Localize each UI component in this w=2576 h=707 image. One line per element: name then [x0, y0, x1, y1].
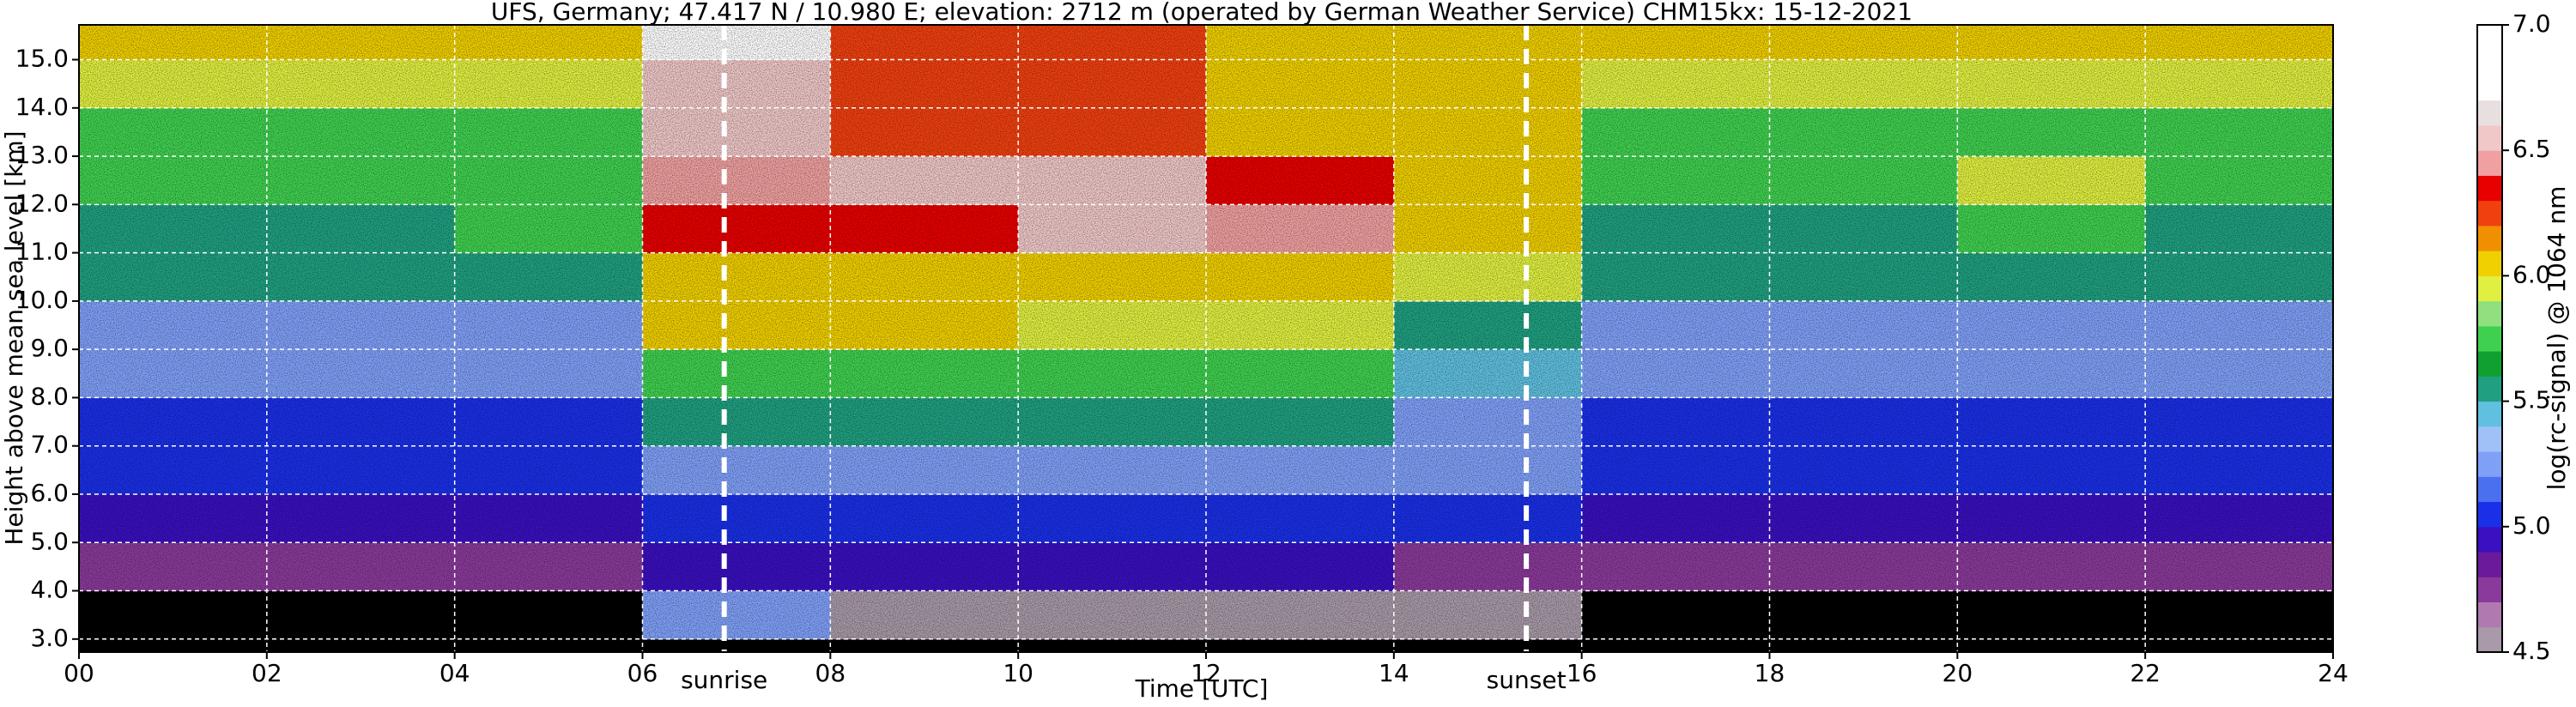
- y-tick-label: 4.0: [30, 576, 69, 604]
- y-tick-label: 14.0: [15, 93, 69, 121]
- colorbar-swatch: [2477, 300, 2502, 327]
- colorbar-swatch: [2477, 526, 2502, 553]
- colorbar-swatch: [2477, 50, 2502, 76]
- y-tick-label: 8.0: [30, 382, 69, 410]
- annotation-label: sunrise: [681, 666, 767, 694]
- colorbar-swatch: [2477, 225, 2502, 251]
- colorbar-swatch: [2477, 577, 2502, 603]
- colorbar-tick-label: 6.0: [2512, 260, 2551, 288]
- colorbar-swatch: [2477, 200, 2502, 227]
- colorbar-frame: [2476, 24, 2503, 653]
- y-tick-label: 13.0: [15, 141, 69, 169]
- plot-frame: [78, 24, 2334, 653]
- colorbar-swatch: [2477, 100, 2502, 126]
- y-tick-label: 5.0: [30, 527, 69, 555]
- y-tick-label: 9.0: [30, 334, 69, 362]
- colorbar-swatch: [2477, 25, 2502, 51]
- x-tick-label: 12: [1191, 659, 1221, 687]
- colorbar-swatch: [2477, 426, 2502, 452]
- colorbar-tick-label: 5.0: [2512, 511, 2551, 540]
- x-tick-label: 18: [1755, 659, 1785, 687]
- colorbar-swatch: [2477, 401, 2502, 427]
- colorbar-swatch: [2477, 626, 2502, 653]
- colorbar-tick-label: 7.0: [2512, 9, 2551, 38]
- x-tick-label: 02: [252, 659, 282, 687]
- y-tick-label: 15.0: [15, 45, 69, 73]
- chart-title: UFS, Germany; 47.417 N / 10.980 E; eleva…: [491, 0, 1912, 26]
- x-tick-label: 22: [2130, 659, 2161, 687]
- y-tick-label: 12.0: [15, 189, 69, 217]
- colorbar-tick-label: 6.5: [2512, 135, 2551, 163]
- colorbar-tick-label: 5.5: [2512, 386, 2551, 414]
- colorbar-swatch: [2477, 325, 2502, 352]
- colorbar-swatch: [2477, 351, 2502, 377]
- colorbar-tick-label: 4.5: [2512, 637, 2551, 665]
- annotation-label: sunset: [1487, 666, 1567, 694]
- x-tick-label: 14: [1379, 659, 1409, 687]
- colorbar-swatch: [2477, 451, 2502, 477]
- y-tick-label: 10.0: [15, 286, 69, 314]
- x-tick-label: 00: [64, 659, 94, 687]
- colorbar-swatch: [2477, 275, 2502, 302]
- colorbar-swatch: [2477, 150, 2502, 176]
- x-tick-label: 24: [2318, 659, 2349, 687]
- x-axis-label: Time [UTC]: [1135, 674, 1269, 703]
- colorbar-label: log(rc-signal) @ 1064 nm: [2543, 186, 2571, 491]
- y-tick-label: 6.0: [30, 479, 69, 507]
- colorbar-swatch: [2477, 75, 2502, 101]
- x-tick-label: 10: [1003, 659, 1033, 687]
- colorbar-swatch: [2477, 552, 2502, 577]
- y-tick-label: 7.0: [30, 431, 69, 459]
- colorbar-swatch: [2477, 251, 2502, 276]
- x-tick-label: 20: [1943, 659, 1973, 687]
- colorbar-swatch: [2477, 601, 2502, 628]
- colorbar-swatch: [2477, 376, 2502, 402]
- y-axis-label: Height above mean sea level [km]: [0, 130, 28, 545]
- colorbar-swatch: [2477, 175, 2502, 202]
- x-tick-label: 06: [627, 659, 658, 687]
- y-tick-label: 11.0: [15, 238, 69, 266]
- x-tick-label: 16: [1567, 659, 1597, 687]
- x-tick-label: 04: [439, 659, 470, 687]
- x-tick-label: 08: [815, 659, 846, 687]
- colorbar-swatch: [2477, 476, 2502, 503]
- colorbar-swatch: [2477, 501, 2502, 528]
- y-tick-label: 3.0: [30, 624, 69, 652]
- overlay: [72, 25, 2334, 659]
- colorbar-swatch: [2477, 124, 2502, 151]
